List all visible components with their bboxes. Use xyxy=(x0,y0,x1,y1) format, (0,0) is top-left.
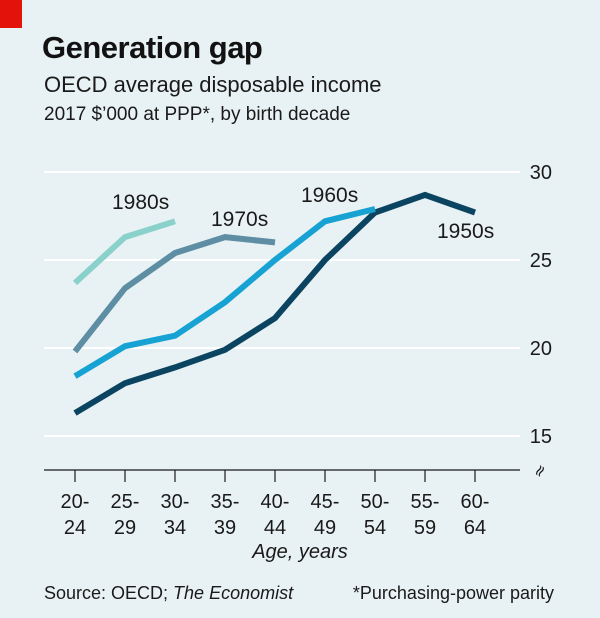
series-line-1960s xyxy=(73,206,376,379)
series-line-1970s xyxy=(72,234,276,354)
chart-units: 2017 $’000 at PPP*, by birth decade xyxy=(44,104,351,125)
x-tick-label: 44 xyxy=(264,517,286,539)
y-tick-label: 25 xyxy=(530,250,552,272)
series-label-1950s: 1950s xyxy=(437,220,494,243)
series-label-1960s: 1960s xyxy=(301,184,358,207)
x-tick-label: 29 xyxy=(114,517,136,539)
series-label-1970s: 1970s xyxy=(211,208,268,231)
x-tick-label: 24 xyxy=(64,517,86,539)
x-tick-label: 30- xyxy=(161,491,190,513)
y-tick-label: 30 xyxy=(530,162,552,184)
y-tick-label: 20 xyxy=(530,338,552,360)
x-tick-label: 34 xyxy=(164,517,186,539)
x-tick-label: 60- xyxy=(461,491,490,513)
x-axis-title: Age, years xyxy=(252,541,348,563)
x-tick-label: 64 xyxy=(464,517,486,539)
x-axis: ≈20- 24 25- 29 30- 34 35- 39 40- 44 45- 49 50- 54 55- 5… xyxy=(44,460,551,539)
x-tick-label: 35- xyxy=(211,491,240,513)
x-tick-label: 49 xyxy=(314,517,336,539)
series-labels: 1950s 1960s 1970s 1980s xyxy=(112,184,494,243)
x-tick-label: 39 xyxy=(214,517,236,539)
source-prefix: Source: OECD; xyxy=(44,583,174,603)
x-tick-label: 55- xyxy=(411,491,440,513)
x-tick-label: 50- xyxy=(361,491,390,513)
axis-break-symbol: ≈ xyxy=(528,460,551,481)
grid-lines: 15 20 25 30 xyxy=(44,162,552,448)
series-line-1980s xyxy=(72,218,176,286)
series-label-1980s: 1980s xyxy=(112,191,169,214)
x-tick-label: 40- xyxy=(261,491,290,513)
source-publication: The Economist xyxy=(173,583,294,603)
chart-subtitle: OECD average disposable income xyxy=(44,72,382,97)
brand-red-tag xyxy=(0,0,22,28)
y-tick-label: 15 xyxy=(530,426,552,448)
series-line-1950s xyxy=(73,191,476,416)
x-tick-label: 59 xyxy=(414,517,436,539)
chart-title: Generation gap xyxy=(42,30,263,65)
line-chart: 15 20 25 30 ≈20- 24 25- 29 30- 34 35- 39 40- 44 45- 49… xyxy=(44,162,552,539)
ppp-footnote: *Purchasing-power parity xyxy=(352,583,554,603)
x-tick-label: 54 xyxy=(364,517,386,539)
series-lines xyxy=(72,191,476,416)
x-tick-label: 20- xyxy=(61,491,90,513)
x-tick-label: 25- xyxy=(111,491,140,513)
x-tick-label: 45- xyxy=(311,491,340,513)
source-note: Source: OECD; The Economist xyxy=(44,583,293,604)
